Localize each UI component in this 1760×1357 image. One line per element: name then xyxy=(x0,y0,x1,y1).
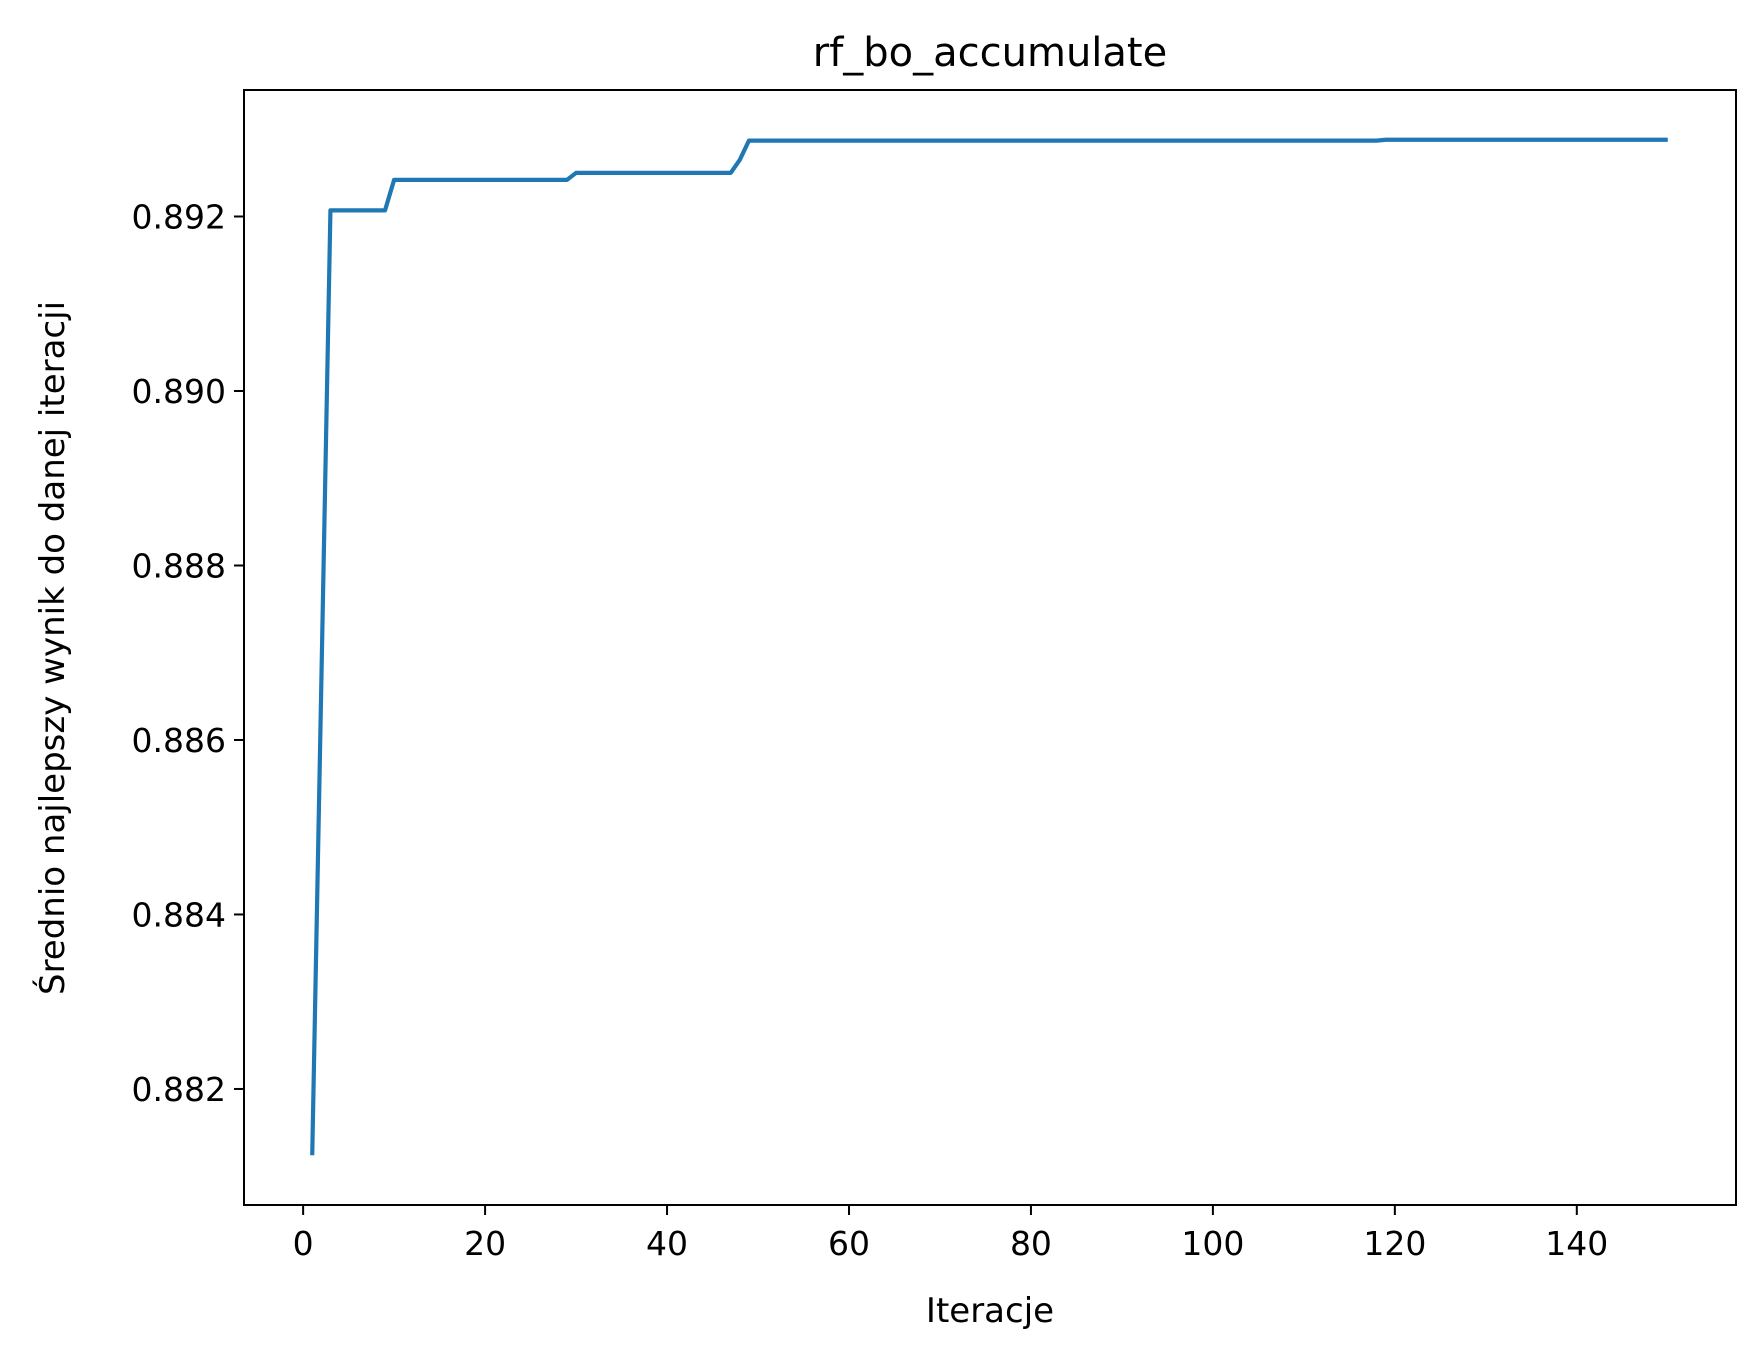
series-line-0 xyxy=(310,137,1668,1156)
y-tick-label: 0.888 xyxy=(132,546,226,585)
x-tick-label: 60 xyxy=(828,1224,870,1263)
y-axis-ticks: 0.882 0.884 0.886 0.888 0.890 0.892 xyxy=(132,198,244,1109)
x-tick-label: 80 xyxy=(1010,1224,1052,1263)
plot-area-frame xyxy=(243,89,1737,1206)
x-tick-label: 120 xyxy=(1363,1224,1426,1263)
x-tick-label: 140 xyxy=(1545,1224,1608,1263)
series-layer xyxy=(310,137,1668,1156)
y-tick-label: 0.892 xyxy=(132,198,226,237)
y-axis-label: Średnio najlepszy wynik do danej iteracj… xyxy=(32,301,73,995)
chart-title: rf_bo_accumulate xyxy=(813,30,1167,76)
x-tick-label: 100 xyxy=(1181,1224,1244,1263)
y-tick-label: 0.890 xyxy=(132,372,226,411)
x-tick-label: 20 xyxy=(464,1224,506,1263)
y-tick-label: 0.884 xyxy=(132,895,226,934)
x-axis-label: Iteracje xyxy=(926,1291,1054,1331)
y-tick-label: 0.886 xyxy=(132,721,226,760)
x-tick-label: 0 xyxy=(293,1224,314,1263)
y-tick-label: 0.882 xyxy=(132,1070,226,1109)
x-axis-ticks: 0 20 40 60 80 100 120 140 xyxy=(293,1205,1608,1263)
x-tick-label: 40 xyxy=(646,1224,688,1263)
